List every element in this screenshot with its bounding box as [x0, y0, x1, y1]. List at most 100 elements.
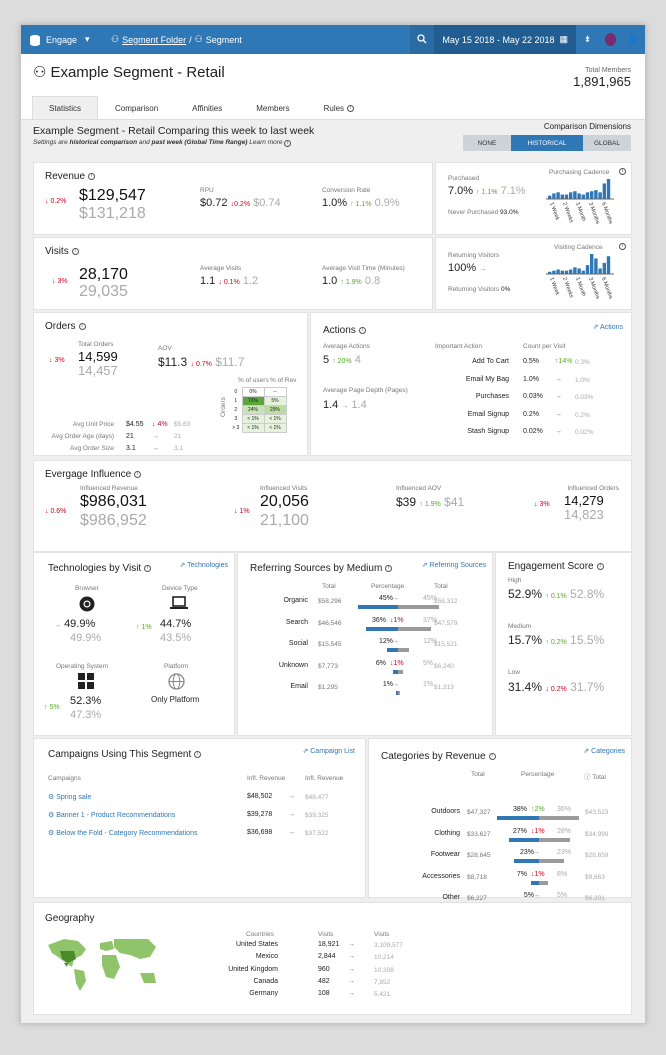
referring-row-prev-total: $6,240 [434, 662, 454, 670]
technologies-link[interactable]: ⇗ Technologies [179, 562, 228, 569]
arrow-right-icon: → [392, 638, 399, 645]
cadence-bar [585, 265, 590, 274]
dimension-global[interactable]: GLOBAL [583, 135, 631, 151]
referring-row-prev-pct: 5% [423, 659, 434, 667]
cadence-bar [590, 191, 594, 199]
geo-visits: 2,844 [318, 953, 336, 961]
geo-country: United States [235, 941, 278, 948]
category-row-bar [513, 859, 539, 863]
order-stat-label: Avg Order Size [70, 445, 114, 452]
dimension-historical[interactable]: HISTORICAL [511, 135, 583, 151]
revenue-value: $129,547 [79, 187, 146, 204]
chevron-down-icon: ▾ [85, 34, 90, 44]
breadcrumb-folder-link[interactable]: Segment Folder [122, 34, 187, 45]
campaign-link[interactable]: ⚙ Banner 1 - Product Recommendations [48, 811, 175, 819]
order-stat-value: 21 [126, 433, 134, 440]
info-icon: i [596, 563, 604, 570]
categories-link[interactable]: ⇗ Categories [583, 748, 625, 755]
filters-button[interactable]: ⇟ [576, 25, 599, 54]
campaign-link[interactable]: ⚙ Spring sale [48, 793, 91, 801]
tab-statistics[interactable]: Statistics [32, 96, 99, 119]
cadence-bar [560, 270, 564, 274]
tab-rules[interactable]: Rules i [307, 96, 371, 119]
laptop-icon [170, 596, 188, 612]
campaign-revenue: $39,278 [247, 811, 273, 818]
avg-actions-label: Average Actions [323, 343, 370, 350]
app-switcher[interactable]: Engage ▾ [21, 34, 111, 46]
action-change: ↑14% [555, 358, 573, 365]
cadence-bar [577, 193, 581, 199]
geo-visits: 108 [318, 990, 330, 998]
pct-users-header: % of users [238, 377, 269, 384]
search-icon [417, 33, 427, 46]
date-range-picker[interactable]: May 15 2018 - May 22 2018 ▦ [434, 25, 576, 54]
category-row-bar [531, 880, 539, 885]
campaign-link[interactable]: ⚙ Below the Fold - Category Recommendati… [48, 829, 197, 837]
referring-sources-link[interactable]: ⇗ Referring Sources [421, 562, 486, 569]
location-button[interactable] [599, 25, 622, 54]
orders-title: Orders i [45, 321, 86, 332]
info-icon: i [358, 327, 366, 334]
geo-prev-visits: 10,214 [374, 954, 394, 962]
total-members-label: Total Members [585, 67, 631, 74]
browser-metric: → 49.9% [54, 618, 96, 630]
cadence-bar [598, 268, 602, 274]
category-row-name: Accessories [422, 872, 460, 880]
category-row-prev-total: $28,659 [585, 852, 609, 859]
campaign-icon: ⚙ [48, 794, 57, 801]
cadence-bar [581, 270, 585, 274]
actions-title: Actions i [323, 325, 366, 336]
search-button[interactable] [410, 25, 435, 54]
tab-affinities[interactable]: Affinities [192, 103, 223, 113]
tab-members[interactable]: Members [256, 103, 290, 113]
infl-revenue-header: Infl. Revenue [247, 775, 286, 782]
campaign-list-link[interactable]: ⇗ Campaign List [302, 748, 355, 755]
category-row-total: $28,645 [467, 852, 491, 859]
world-map [48, 939, 156, 991]
info-icon: i [134, 471, 142, 478]
top-bar: Engage ▾ ⚇ Segment Folder / ⚇ Segment Ma… [21, 25, 645, 54]
cadence-bar [548, 271, 552, 274]
category-row-pct: 27% [512, 827, 527, 835]
referring-row-prev-total: $47,579 [434, 619, 458, 627]
cadence-bar [564, 194, 569, 199]
pct-rev-cell: 5% [263, 396, 287, 406]
calendar-icon: ▦ [559, 34, 568, 44]
referring-title: Referring Sources by Medium i [250, 563, 393, 574]
cadence-bar [602, 262, 606, 274]
arrow-right-icon: → [555, 410, 562, 418]
cadence-bar [573, 191, 577, 199]
page-depth-metric: 1.4 → 1.4 [323, 399, 367, 411]
category-row-pct: 38% [512, 806, 527, 813]
user-icon: 👤 [627, 34, 640, 44]
browser-prev: 49.9% [70, 632, 102, 644]
breadcrumb-separator: / [189, 34, 192, 45]
tab-comparison[interactable]: Comparison [115, 103, 159, 113]
dimension-none[interactable]: NONE [463, 135, 511, 151]
cat-pct-header: Percentage [521, 771, 555, 778]
action-prev: 0.2% [575, 411, 590, 419]
infl-visits-value: 20,056 [260, 493, 309, 510]
pct-users-cell: 24% [241, 405, 265, 415]
referring-row-pct: 1% [382, 681, 393, 688]
returning-visitors-footer: Returning Visitors 0% [448, 286, 511, 293]
orders-count: 0 [234, 389, 238, 395]
cadence-bar [577, 268, 581, 274]
info-icon: i [78, 323, 86, 330]
campaigns-title: Campaigns Using This Segment i [48, 749, 202, 760]
cadence-bar [585, 192, 590, 199]
total-members: Total Members 1,891,965 [573, 67, 631, 89]
geo-visits: 18,921 [318, 941, 340, 948]
actions-link[interactable]: ⇗ Actions [592, 324, 623, 331]
revenue-change: ↓ 0.2% [45, 198, 67, 205]
geography-card: Geography Countries Visits Visits United… [33, 902, 632, 1015]
pct-users-cell: < 1% [241, 423, 265, 433]
browser-label: Browser [75, 585, 99, 592]
cadence-bar [569, 192, 573, 199]
pct-users-cell: 73% [241, 396, 265, 406]
cadence-bar [606, 256, 611, 274]
user-menu-button[interactable]: 👤 [622, 25, 645, 54]
visits-title: Visits i [45, 246, 79, 257]
category-row-prev-pct: 8% [557, 870, 568, 878]
cadence-bar [552, 193, 556, 199]
